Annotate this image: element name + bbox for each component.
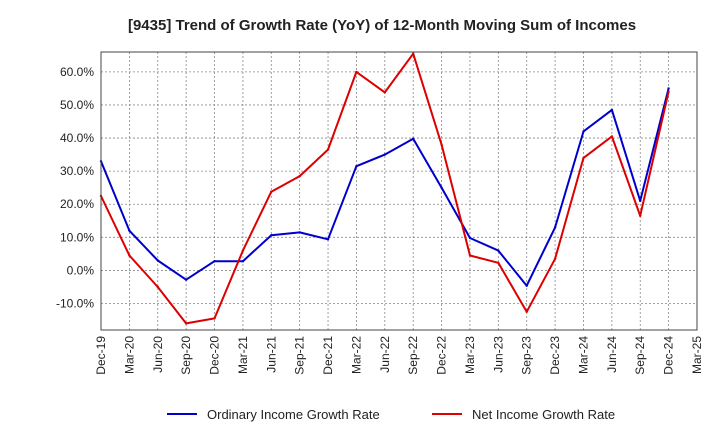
- x-tick-label: Jun-22: [378, 336, 392, 373]
- x-tick-label: Mar-24: [576, 336, 590, 374]
- data-point: [270, 190, 273, 193]
- data-point: [213, 317, 216, 320]
- y-tick-label: 60.0%: [60, 65, 94, 79]
- data-point: [128, 229, 131, 232]
- series-lines: [99, 52, 670, 325]
- x-tick-label: Mar-22: [349, 336, 363, 374]
- y-tick-label: 0.0%: [67, 263, 95, 277]
- data-point: [497, 249, 500, 252]
- data-point: [412, 137, 415, 140]
- data-point: [156, 285, 159, 289]
- y-tick-label: 30.0%: [60, 164, 94, 178]
- data-point: [326, 148, 330, 151]
- x-tick-label: Jun-23: [491, 336, 505, 373]
- data-point: [412, 52, 415, 55]
- data-point: [639, 214, 642, 217]
- plot-area: [101, 52, 697, 330]
- data-point: [553, 257, 557, 260]
- data-point: [468, 254, 472, 257]
- data-point: [582, 156, 585, 160]
- data-point: [497, 261, 500, 264]
- data-point: [298, 174, 301, 178]
- data-point: [525, 310, 528, 313]
- data-point: [184, 278, 188, 281]
- legend: Ordinary Income Growth Rate Net Income Gr…: [167, 407, 615, 422]
- data-point: [298, 231, 301, 234]
- data-point: [667, 90, 670, 93]
- chart-title: [9435] Trend of Growth Rate (YoY) of 12-…: [128, 17, 636, 34]
- data-point: [440, 143, 443, 146]
- y-tick-label: 40.0%: [60, 131, 94, 145]
- data-point: [525, 284, 528, 287]
- x-tick-label: Mar-23: [463, 336, 477, 374]
- x-tick-label: Dec-19: [94, 336, 108, 375]
- data-point: [355, 165, 358, 168]
- data-point: [184, 322, 188, 325]
- data-point: [610, 108, 614, 112]
- y-tick-label: 20.0%: [60, 197, 94, 211]
- x-tick-label: Jun-24: [605, 336, 619, 373]
- legend-label: Ordinary Income Growth Rate: [207, 407, 380, 422]
- data-point: [156, 259, 159, 262]
- x-tick-label: Jun-20: [151, 336, 165, 373]
- x-tick-label: Sep-22: [406, 336, 420, 375]
- data-point: [213, 260, 216, 263]
- x-tick-label: Dec-20: [208, 336, 222, 375]
- x-tick-label: Dec-22: [435, 336, 449, 375]
- data-point: [553, 226, 557, 229]
- data-point: [355, 70, 358, 74]
- legend-label: Net Income Growth Rate: [472, 407, 615, 422]
- y-tick-label: 50.0%: [60, 98, 94, 112]
- plot-frame: [100, 51, 698, 331]
- data-point: [639, 199, 642, 203]
- x-tick-label: Sep-24: [633, 336, 647, 375]
- data-point: [383, 153, 386, 156]
- y-tick-label: 10.0%: [60, 230, 94, 244]
- grid: [100, 52, 698, 330]
- axes: 60.0% 50.0% 40.0% 30.0% 20.0% 10.0% 0.0% -10.0%…: [56, 51, 704, 375]
- x-tick-label: Dec-23: [548, 336, 562, 375]
- data-point: [582, 130, 585, 133]
- x-tick-label: Dec-21: [321, 336, 335, 375]
- x-tick-label: Sep-21: [293, 336, 307, 375]
- data-point: [440, 186, 443, 189]
- x-tick-label: Dec-24: [662, 336, 676, 375]
- data-point: [241, 260, 245, 263]
- x-tick-label: Mar-21: [236, 336, 250, 374]
- data-point: [326, 238, 330, 241]
- data-point: [383, 91, 386, 94]
- data-point: [468, 236, 472, 240]
- y-tick-label: -10.0%: [56, 297, 94, 311]
- x-tick-label: Sep-20: [179, 336, 193, 375]
- data-point: [270, 234, 273, 237]
- data-point: [241, 249, 245, 252]
- x-tick-label: Jun-21: [264, 336, 278, 373]
- x-tick-label: Mar-25: [690, 336, 704, 374]
- data-point: [667, 87, 670, 90]
- data-point: [128, 254, 131, 257]
- x-tick-label: Mar-20: [122, 336, 136, 374]
- x-tick-label: Sep-23: [520, 336, 534, 375]
- data-point: [610, 135, 614, 138]
